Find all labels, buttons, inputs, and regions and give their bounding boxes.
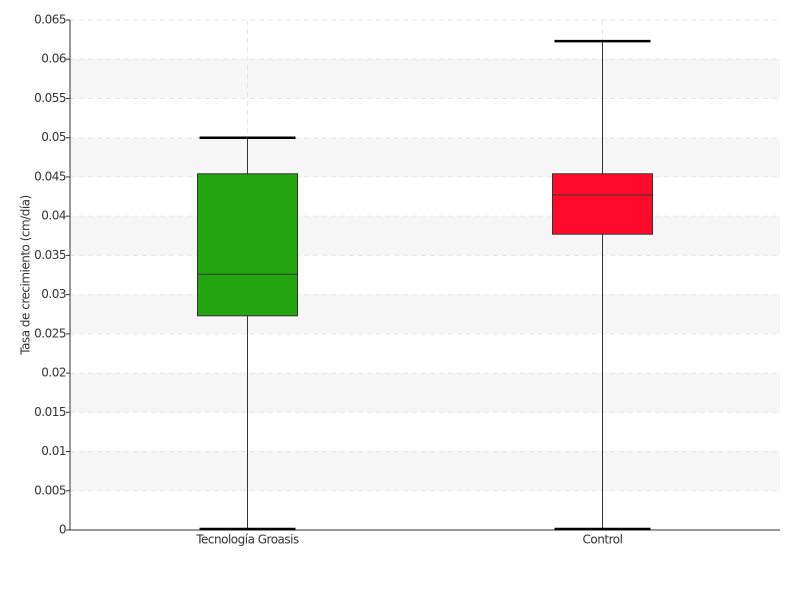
y-tick-label: 0 — [59, 523, 66, 537]
grid-band — [70, 137, 780, 177]
y-tick-label: 0.065 — [34, 13, 66, 27]
y-tick-label: 0.035 — [34, 248, 66, 262]
y-tick-label: 0.01 — [41, 444, 66, 458]
y-tick-label: 0.03 — [41, 287, 66, 301]
y-tick-label: 0.025 — [34, 326, 66, 340]
y-axis-label: Tasa de crecimiento (cm/día) — [19, 195, 33, 355]
y-tick-label: 0.05 — [41, 130, 66, 144]
y-tick-label: 0.005 — [34, 483, 66, 497]
box — [197, 173, 298, 317]
y-tick-label: 0.04 — [41, 209, 66, 223]
box — [552, 173, 653, 235]
y-tick-label: 0.06 — [41, 52, 66, 66]
y-tick-label: 0.045 — [34, 169, 66, 183]
y-tick-label: 0.015 — [34, 405, 66, 419]
grid-band — [70, 373, 780, 413]
grid-band — [70, 59, 780, 99]
x-tick-label: Tecnología Groasis — [195, 533, 299, 547]
y-tick-label: 0.02 — [41, 366, 66, 380]
x-tick-label: Control — [583, 533, 623, 547]
grid-band — [70, 451, 780, 491]
grid-band — [70, 294, 780, 334]
grid-band — [70, 216, 780, 256]
y-tick-label: 0.055 — [34, 91, 66, 105]
